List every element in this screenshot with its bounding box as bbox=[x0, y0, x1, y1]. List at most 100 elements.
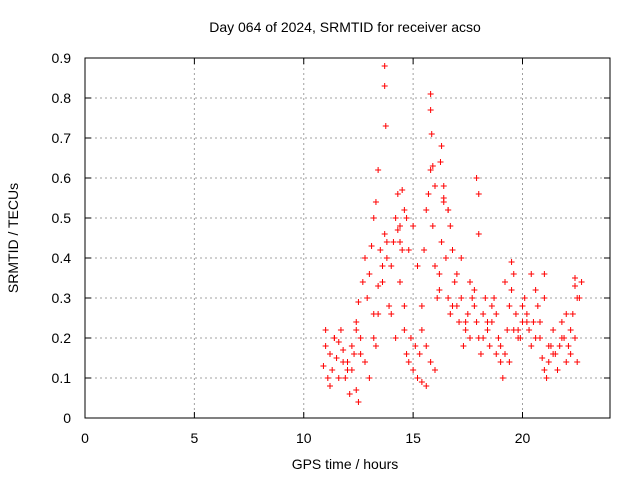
x-tick-label: 0 bbox=[81, 430, 89, 446]
data-point bbox=[493, 311, 500, 317]
data-point bbox=[523, 319, 530, 325]
data-point bbox=[423, 343, 430, 349]
data-point bbox=[386, 303, 393, 309]
data-point bbox=[486, 343, 493, 349]
data-point bbox=[528, 271, 535, 277]
data-point bbox=[372, 343, 379, 349]
data-point bbox=[379, 263, 386, 269]
data-point bbox=[534, 303, 541, 309]
data-point bbox=[554, 367, 561, 373]
grid-lines bbox=[85, 58, 610, 418]
data-point bbox=[521, 295, 528, 301]
data-point bbox=[342, 375, 349, 381]
data-point bbox=[569, 311, 576, 317]
data-point bbox=[320, 363, 327, 369]
data-point bbox=[429, 163, 436, 169]
axis-ticks bbox=[84, 57, 610, 419]
data-point bbox=[379, 279, 386, 285]
x-tick-label: 5 bbox=[190, 430, 198, 446]
data-point bbox=[388, 311, 395, 317]
data-point bbox=[574, 295, 581, 301]
chart-title: Day 064 of 2024, SRMTID for receiver acs… bbox=[209, 19, 481, 35]
data-point bbox=[508, 287, 515, 293]
data-point bbox=[394, 227, 401, 233]
data-point bbox=[532, 335, 539, 341]
data-point bbox=[324, 375, 331, 381]
data-point bbox=[375, 283, 382, 289]
data-point bbox=[438, 239, 445, 245]
y-tick-label: 0.7 bbox=[52, 130, 72, 146]
data-point bbox=[574, 359, 581, 365]
data-point bbox=[392, 215, 399, 221]
data-point bbox=[414, 375, 421, 381]
data-point bbox=[541, 367, 548, 373]
data-point bbox=[364, 295, 371, 301]
data-point bbox=[370, 215, 377, 221]
data-point bbox=[427, 91, 434, 97]
data-point bbox=[440, 183, 447, 189]
data-point bbox=[506, 303, 513, 309]
data-point bbox=[375, 311, 382, 317]
data-point bbox=[458, 295, 465, 301]
data-point bbox=[480, 311, 487, 317]
data-point bbox=[335, 339, 342, 345]
data-points bbox=[320, 63, 585, 405]
data-point bbox=[410, 223, 417, 229]
data-point bbox=[451, 279, 458, 285]
data-point bbox=[471, 303, 478, 309]
data-point bbox=[327, 351, 333, 357]
y-tick-label: 0.6 bbox=[52, 170, 72, 186]
data-point bbox=[449, 303, 456, 309]
data-point bbox=[532, 287, 539, 293]
data-point bbox=[432, 367, 438, 373]
data-point bbox=[515, 335, 522, 341]
data-point bbox=[541, 295, 548, 301]
data-point bbox=[449, 247, 456, 253]
data-point bbox=[429, 223, 436, 229]
data-point bbox=[357, 351, 364, 357]
data-point bbox=[567, 351, 574, 357]
data-point bbox=[495, 335, 502, 341]
y-tick-label: 0.5 bbox=[52, 210, 72, 226]
data-point bbox=[462, 327, 469, 333]
data-point bbox=[464, 311, 471, 317]
y-tick-label: 0.3 bbox=[52, 290, 72, 306]
data-point bbox=[353, 387, 360, 393]
data-point bbox=[460, 343, 467, 349]
data-point bbox=[432, 183, 438, 189]
y-tick-label: 0.4 bbox=[52, 250, 72, 266]
data-point bbox=[510, 327, 517, 333]
data-point bbox=[333, 355, 340, 361]
data-point bbox=[453, 271, 460, 277]
data-point bbox=[502, 279, 508, 285]
data-point bbox=[477, 351, 484, 357]
data-point bbox=[351, 351, 358, 357]
data-point bbox=[543, 375, 550, 381]
data-point bbox=[359, 279, 366, 285]
data-point bbox=[508, 259, 515, 265]
data-point bbox=[442, 255, 449, 261]
data-point bbox=[537, 319, 543, 325]
data-point bbox=[545, 343, 552, 349]
data-point bbox=[366, 375, 373, 381]
data-point bbox=[362, 255, 368, 261]
data-point bbox=[428, 131, 435, 137]
data-point bbox=[382, 123, 389, 129]
data-point bbox=[377, 247, 384, 253]
y-tick-label: 0.1 bbox=[52, 370, 72, 386]
data-point bbox=[388, 263, 395, 269]
data-point bbox=[567, 327, 574, 333]
y-tick-label: 0.9 bbox=[52, 50, 72, 66]
data-point bbox=[381, 63, 388, 69]
data-point bbox=[475, 191, 482, 197]
data-point bbox=[437, 159, 444, 165]
data-point bbox=[412, 343, 419, 349]
data-point bbox=[399, 187, 406, 193]
data-point bbox=[497, 359, 504, 365]
data-point bbox=[423, 383, 430, 389]
data-point bbox=[403, 351, 410, 357]
data-point bbox=[405, 247, 412, 253]
data-point bbox=[353, 319, 360, 325]
data-point bbox=[425, 191, 432, 197]
